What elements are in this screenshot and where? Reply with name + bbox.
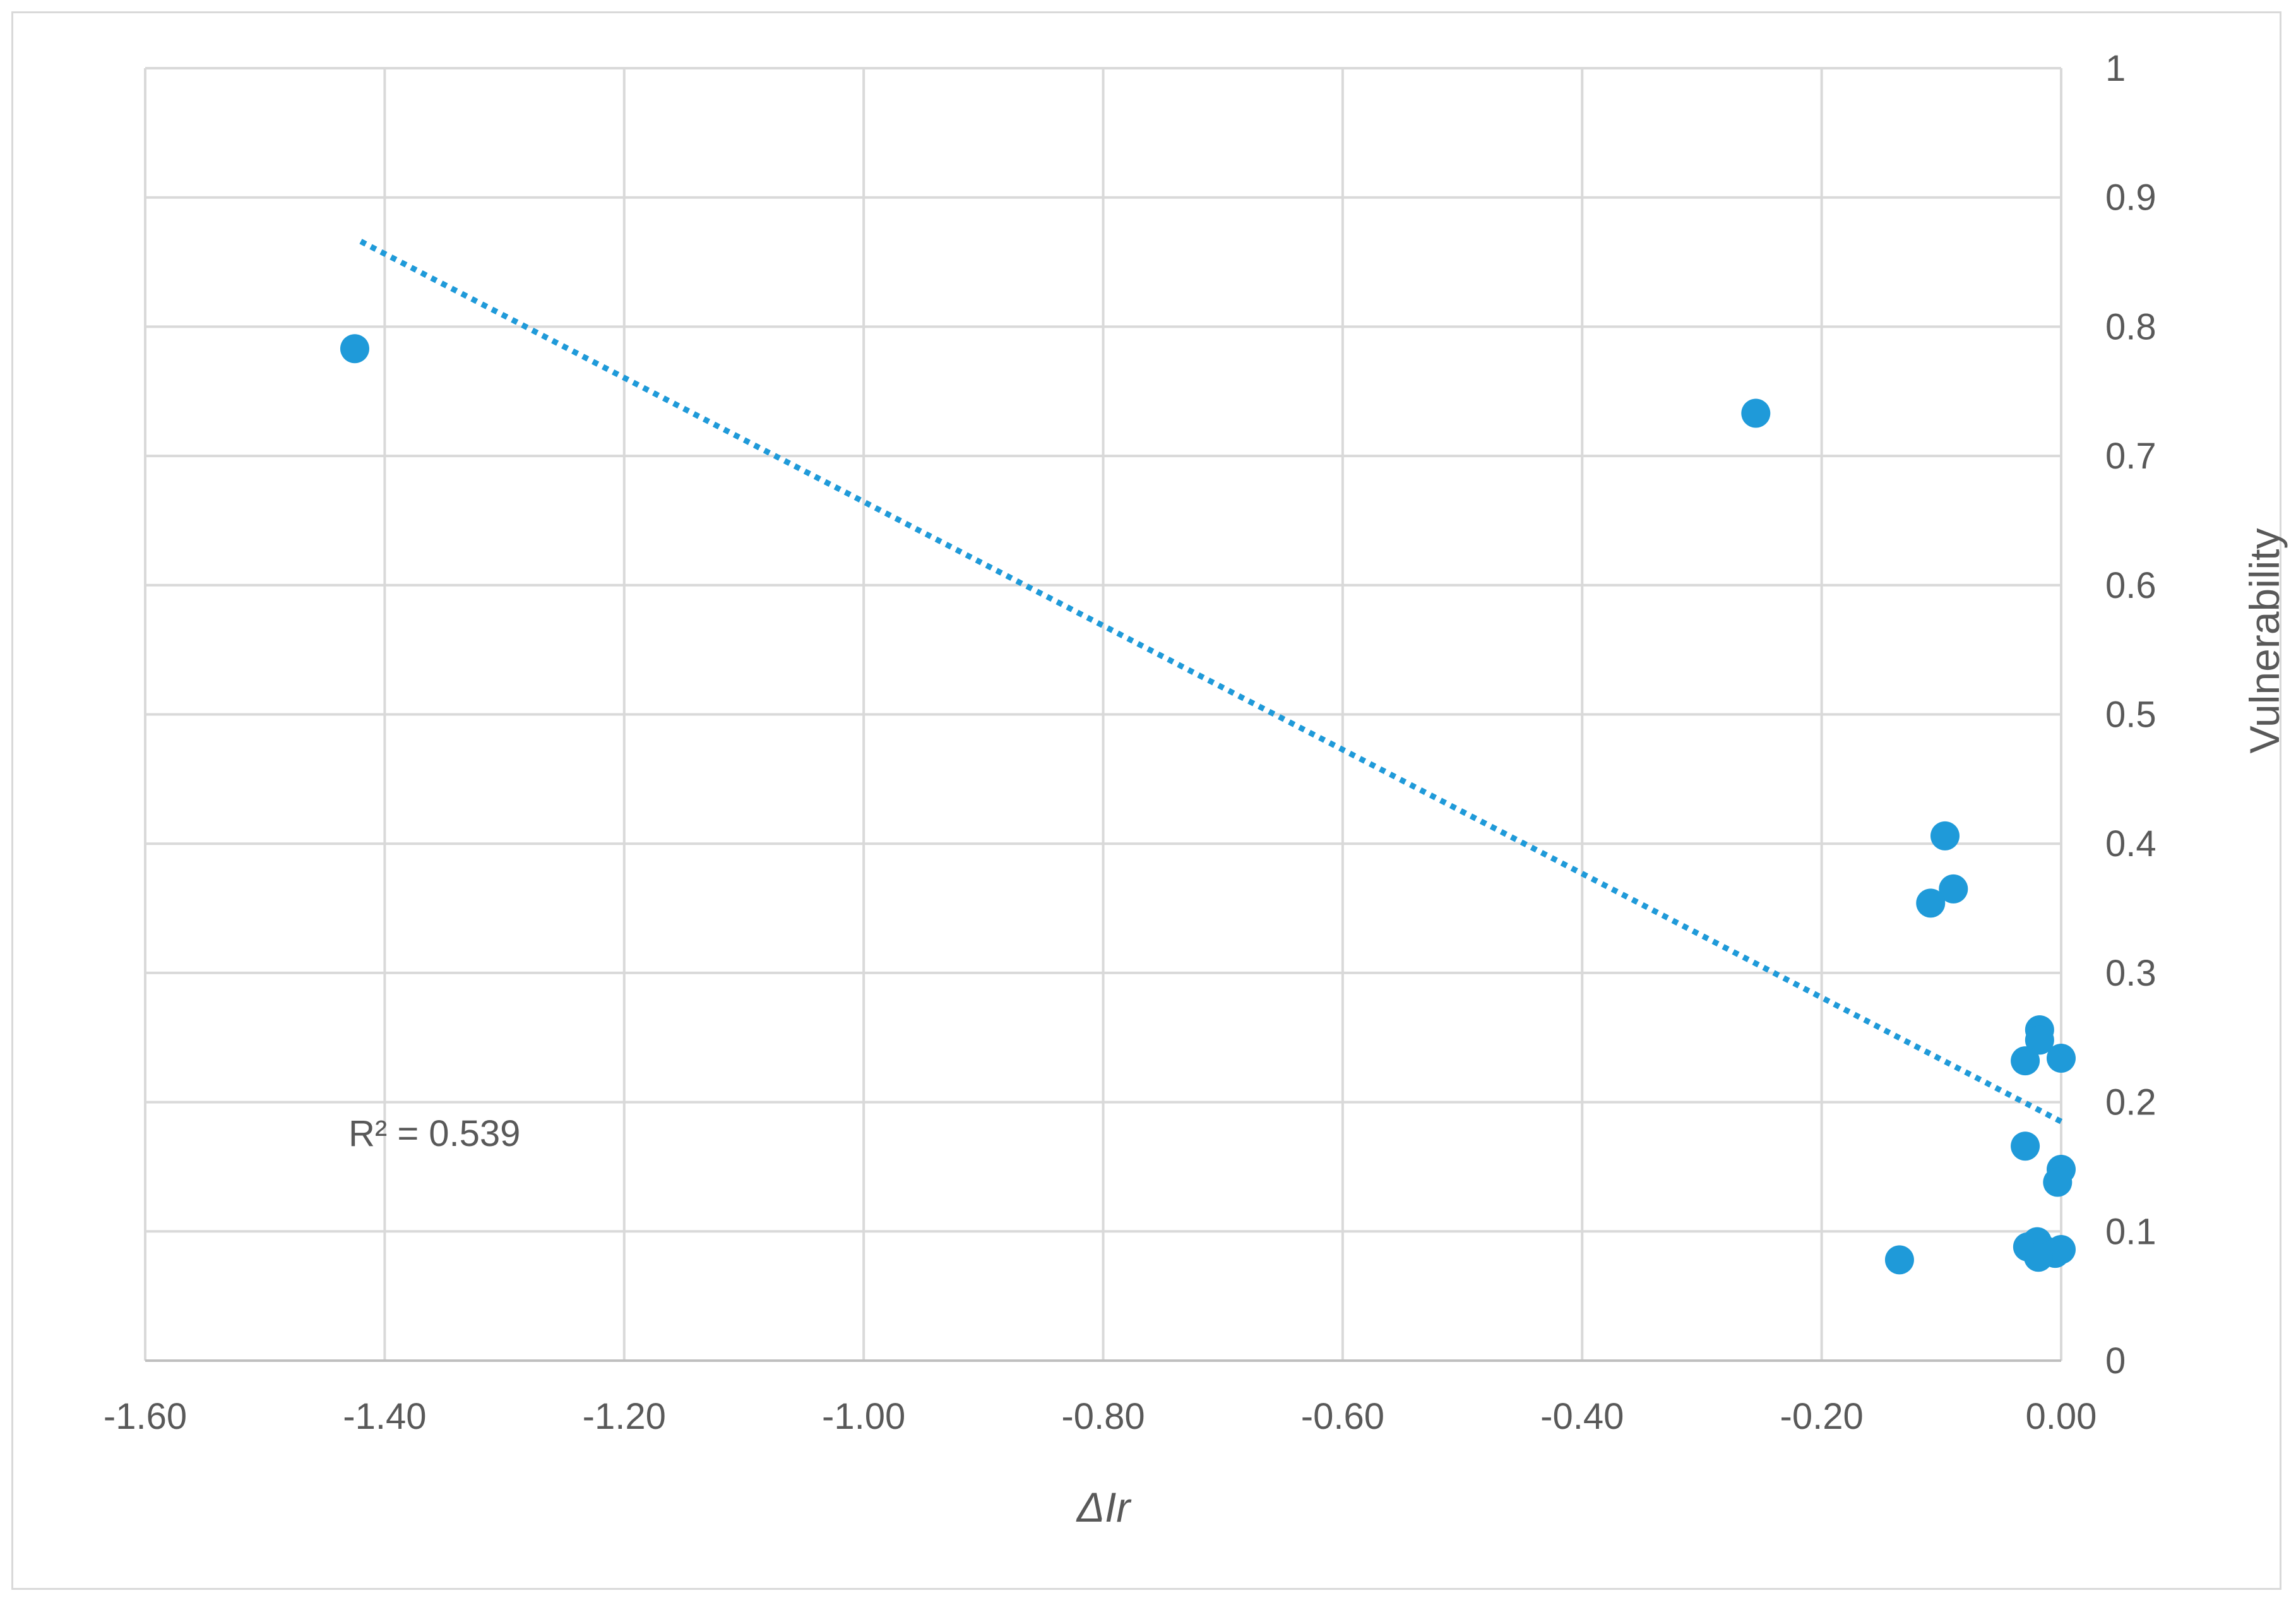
y-tick-label: 0.3	[2105, 953, 2156, 994]
y-tick-label: 0.1	[2105, 1211, 2156, 1252]
x-axis-title: ΔIr	[1076, 1484, 1133, 1530]
x-tick-label: -1.40	[343, 1396, 426, 1437]
data-point	[2047, 1234, 2076, 1264]
trendline-layer	[359, 239, 2063, 1125]
y-tick-label: 0.9	[2105, 177, 2156, 218]
y-axis-title: Vulnerability	[2241, 528, 2288, 753]
y-tick-label: 0	[2105, 1340, 2126, 1381]
chart-frame	[11, 11, 2281, 1590]
data-point	[2023, 1243, 2053, 1272]
x-tick-label: -0.60	[1301, 1396, 1384, 1437]
data-point	[2011, 1046, 2040, 1076]
data-point	[1916, 888, 1946, 918]
y-tick-label: 0.2	[2105, 1082, 2156, 1123]
y-tick-label: 0.7	[2105, 436, 2156, 477]
x-tick-label: -0.40	[1540, 1396, 1624, 1437]
trendline	[359, 239, 2063, 1125]
y-tick-label: 1	[2105, 48, 2126, 89]
y-tick-label: 0.5	[2105, 695, 2156, 736]
data-point	[2025, 1025, 2054, 1055]
point-layer	[340, 334, 2076, 1275]
x-tick-label: -1.00	[822, 1396, 905, 1437]
x-tick-label: -0.20	[1780, 1396, 1864, 1437]
y-tick-label: 0.6	[2105, 565, 2156, 606]
data-point	[2043, 1167, 2073, 1197]
x-tick-label: 0.00	[2026, 1396, 2097, 1437]
data-point	[1741, 398, 1771, 428]
r-squared-label: R² = 0.539	[348, 1113, 520, 1154]
grid-layer	[144, 67, 2062, 1362]
label-layer: -1.60 -1.40 -1.20 -1.00 -0.80 -0.60 -0.40 -0.20…	[104, 48, 2156, 1437]
data-point	[1884, 1245, 1914, 1275]
data-point	[1939, 874, 1968, 904]
y-tick-label: 0.8	[2105, 306, 2156, 347]
data-point	[2047, 1044, 2076, 1073]
x-tick-label: -1.20	[583, 1396, 666, 1437]
data-point	[2011, 1131, 2040, 1161]
data-point	[1930, 821, 1960, 850]
data-point	[340, 334, 369, 364]
y-tick-label: 0.4	[2105, 823, 2156, 864]
x-tick-label: -0.80	[1061, 1396, 1145, 1437]
x-tick-label: -1.60	[104, 1396, 187, 1437]
